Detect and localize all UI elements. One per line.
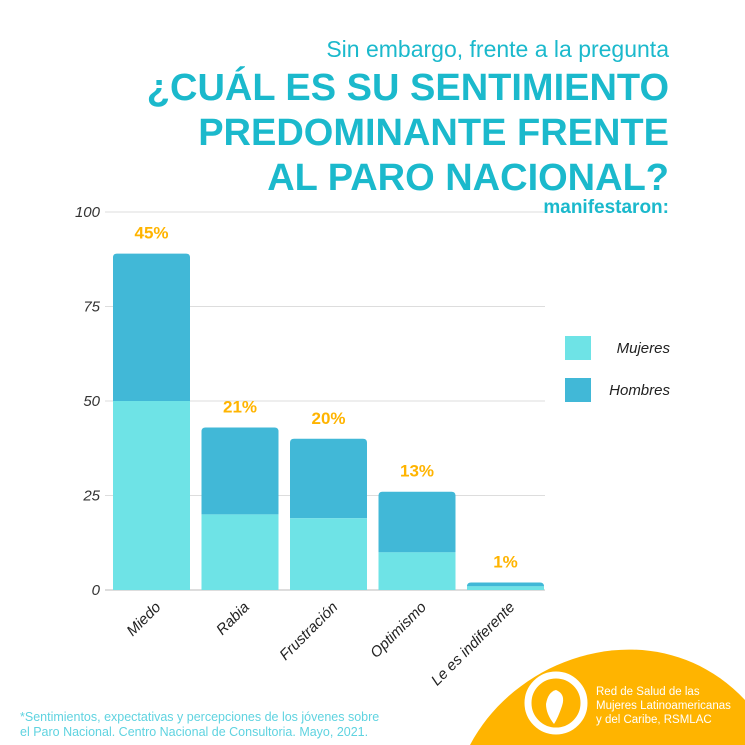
x-tick-label: Frustración <box>276 599 341 664</box>
data-label: 21% <box>223 397 257 416</box>
subtitle: Sin embargo, frente a la pregunta <box>326 36 669 62</box>
x-tick-label: Miedo <box>123 599 164 640</box>
question-line: AL PARO NACIONAL? <box>267 157 669 199</box>
x-tick-label: Optimismo <box>367 599 430 662</box>
question-line: ¿CUÁL ES SU SENTIMIENTO <box>146 67 669 109</box>
logo-line: Mujeres Latinoamericanas <box>596 700 731 712</box>
lead-out-text: manifestaron: <box>543 197 669 218</box>
bar-segment-mujeres <box>201 514 279 590</box>
question-line: PREDOMINANTE FRENTE <box>198 112 669 154</box>
bar-segment-mujeres <box>378 552 456 590</box>
legend-swatch <box>565 378 591 402</box>
footnote: *Sentimientos, expectativas y percepcion… <box>20 710 379 740</box>
logo-line: y del Caribe, RSMLAC <box>596 714 712 726</box>
question-title: ¿CUÁL ES SU SENTIMIENTO PREDOMINANTE FRE… <box>147 66 669 201</box>
y-tick-label: 75 <box>83 299 100 316</box>
logo-line: Red de Salud de las <box>596 686 700 698</box>
bar-segment-mujeres <box>467 586 544 590</box>
y-tick-label: 100 <box>75 204 101 221</box>
bar-segment-hombres <box>467 582 544 587</box>
y-tick-label: 25 <box>82 488 100 505</box>
bar-segment-mujeres <box>113 401 190 590</box>
y-tick-label: 50 <box>83 393 100 410</box>
logo-text: Red de Salud de las Mujeres Latinoameric… <box>596 685 731 727</box>
logo-ring <box>524 671 588 735</box>
legend-label: Hombres <box>609 382 670 399</box>
data-label: 1% <box>493 552 518 571</box>
bar-segment-hombres <box>290 438 367 519</box>
legend-swatch <box>565 336 591 360</box>
logo-emblem-icon <box>546 690 564 724</box>
data-label: 13% <box>400 462 434 481</box>
footnote-line: el Paro Nacional. Centro Nacional de Con… <box>20 725 369 739</box>
x-tick-label: Rabia <box>213 599 253 639</box>
data-label: 20% <box>311 409 345 428</box>
bar-segment-hombres <box>201 427 279 515</box>
y-tick-label: 0 <box>92 582 101 599</box>
legend-label: Mujeres <box>617 340 671 357</box>
bar-segment-mujeres <box>290 518 367 590</box>
bar-segment-hombres <box>378 491 456 553</box>
x-tick-label: Le es indiferente <box>428 599 518 689</box>
bar-segment-hombres <box>113 253 190 401</box>
footnote-line: *Sentimientos, expectativas y percepcion… <box>20 710 380 724</box>
data-label: 45% <box>134 224 168 243</box>
